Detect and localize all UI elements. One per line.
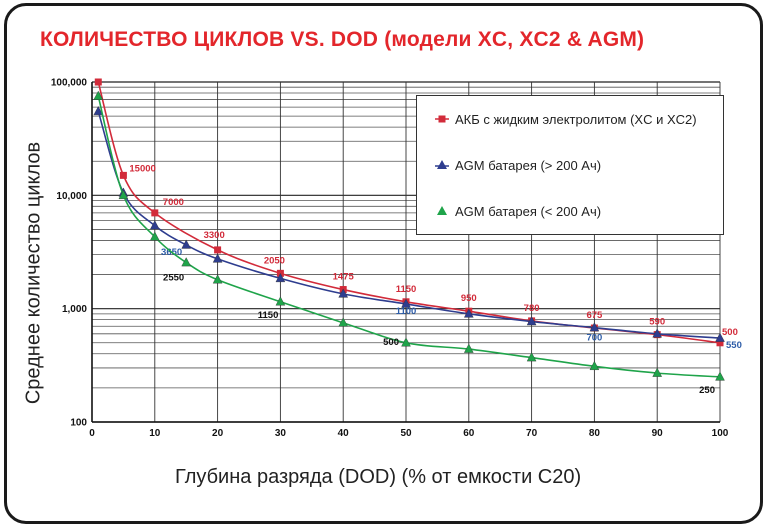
data-point (149, 220, 160, 230)
data-point (463, 308, 474, 318)
data-point (338, 288, 349, 298)
data-point (119, 171, 127, 179)
x-tick-label: 70 (526, 428, 538, 439)
data-label: 675 (586, 310, 603, 321)
x-tick-label: 40 (338, 428, 350, 439)
legend-item-agm-small: AGM батарея (< 200 Ач) (435, 202, 601, 220)
data-label: 7000 (163, 197, 184, 208)
data-point (94, 78, 102, 86)
legend-square-marker-icon (435, 112, 449, 126)
data-label: 780 (524, 303, 540, 314)
data-point (118, 189, 129, 200)
chart-title: КОЛИЧЕСТВО ЦИКЛОВ VS. DOD (модели XC, XC… (40, 28, 645, 51)
data-point (149, 231, 160, 241)
x-tick-label: 0 (89, 428, 95, 439)
data-point (401, 337, 411, 347)
data-label: 1150 (396, 284, 417, 295)
data-point (652, 367, 663, 377)
x-tick-label: 80 (589, 428, 601, 439)
legend-label-agm-large: AGM батарея (> 200 Ач) (455, 157, 602, 173)
data-point (93, 90, 104, 100)
y-tick-label: 100 (70, 418, 87, 429)
data-point (589, 360, 600, 371)
legend-triangle-marker-icon (435, 204, 449, 218)
data-label: 590 (649, 317, 665, 328)
data-label: 950 (461, 293, 477, 304)
data-point (716, 339, 724, 347)
data-label: 1475 (333, 272, 355, 283)
data-label: 3300 (204, 230, 225, 241)
data-point (715, 371, 725, 381)
data-point (589, 322, 600, 332)
data-label: 500 (722, 327, 738, 338)
data-point (526, 316, 537, 326)
data-label: 2050 (264, 255, 285, 266)
legend-label-agm-small: AGM батарея (< 200 Ач) (455, 203, 602, 219)
data-point (181, 239, 192, 249)
x-tick-label: 10 (149, 428, 161, 439)
x-tick-label: 50 (400, 428, 412, 439)
legend: АКБ с жидким электролитом (XC и XC2) AGM… (416, 95, 724, 235)
data-label: 1100 (396, 306, 417, 317)
data-label: 15000 (129, 163, 155, 174)
data-point (151, 209, 159, 217)
x-tick-label: 90 (652, 428, 664, 439)
x-tick-label: 30 (275, 428, 287, 439)
x-axis-label: Глубина разряда (DOD) (% от емкости С20) (175, 466, 582, 488)
legend-triangle-marker-icon (435, 158, 449, 172)
x-tick-label: 20 (212, 428, 224, 439)
data-point (526, 352, 537, 362)
data-point (338, 317, 349, 327)
data-point (275, 272, 286, 283)
x-tick-label: 60 (463, 428, 475, 439)
x-tick-label: 100 (712, 428, 729, 439)
data-label: 2550 (163, 273, 184, 284)
data-point (212, 274, 223, 284)
data-point (463, 343, 474, 353)
data-point (181, 257, 192, 267)
data-label: 1150 (258, 310, 279, 321)
data-point (401, 298, 411, 308)
data-point (212, 253, 223, 263)
data-point (214, 246, 222, 254)
data-point (652, 328, 663, 338)
data-label: 250 (699, 385, 715, 396)
data-label: 550 (726, 340, 742, 351)
legend-label-flooded: АКБ с жидким электролитом (XC и XC2) (455, 111, 697, 127)
data-point (275, 296, 286, 306)
y-tick-label: 1,000 (62, 304, 87, 315)
data-point (715, 332, 725, 342)
y-tick-label: 10,000 (56, 191, 87, 202)
legend-item-flooded: АКБ с жидким электролитом (XC и XC2) (435, 110, 697, 128)
data-label: 500 (383, 337, 399, 348)
chart-frame (4, 3, 763, 524)
y-tick-label: 100,000 (51, 78, 88, 89)
data-point (93, 105, 104, 116)
data-label: 700 (586, 333, 602, 344)
legend-item-agm-large: AGM батарея (> 200 Ач) (435, 156, 601, 174)
